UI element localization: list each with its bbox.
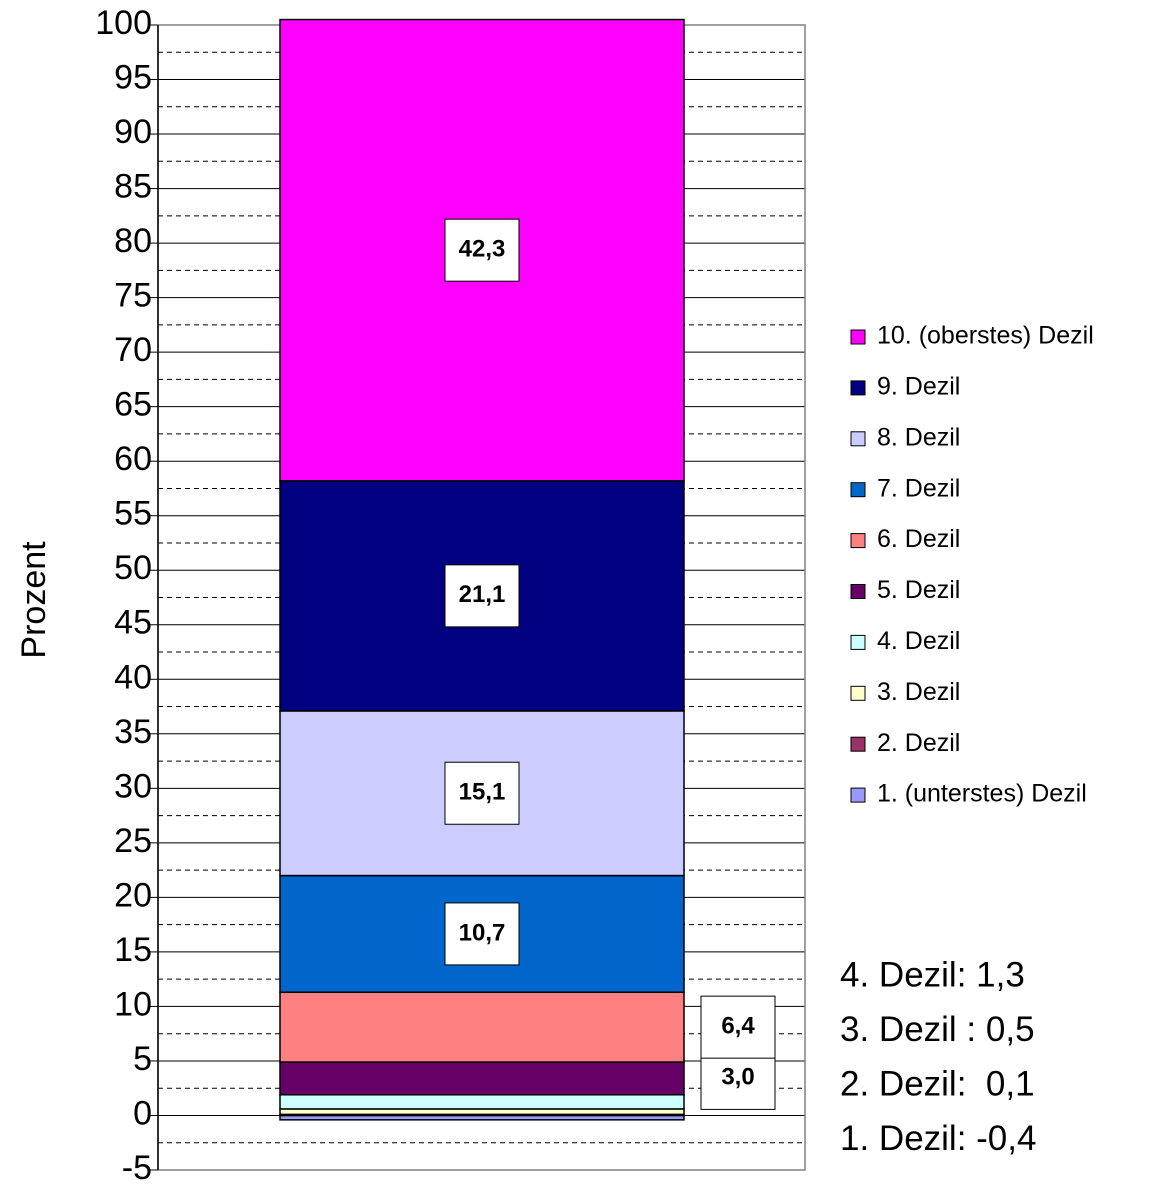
legend-swatch — [850, 329, 866, 345]
y-tick-label: 85 — [114, 168, 152, 206]
legend-label: 8. Dezil — [877, 423, 960, 451]
legend-label: 4. Dezil — [877, 627, 960, 655]
legend-swatch — [850, 482, 866, 498]
y-tick-label: 95 — [114, 59, 152, 97]
y-tick-label: 10 — [114, 985, 152, 1023]
y-tick-label: 90 — [114, 113, 152, 151]
annotation: 1. Dezil: -0,4 — [840, 1119, 1036, 1158]
y-tick-label: 50 — [114, 549, 152, 587]
y-tick-label: 70 — [114, 331, 152, 369]
y-tick-label: 60 — [114, 440, 152, 478]
data-label: 21,1 — [459, 581, 506, 608]
legend-label: 2. Dezil — [877, 729, 960, 757]
legend-label: 1. (unterstes) Dezil — [877, 780, 1087, 808]
y-axis-label: Prozent — [15, 541, 53, 659]
data-label: 3,0 — [721, 1064, 754, 1091]
y-tick-label: 55 — [114, 495, 152, 533]
legend-label: 6. Dezil — [877, 525, 960, 553]
annotation: 2. Dezil: 0,1 — [840, 1064, 1035, 1103]
y-tick-label: 5 — [133, 1040, 152, 1078]
bar-segment — [279, 991, 685, 1063]
data-label-box — [700, 995, 776, 1059]
y-tick-label: 100 — [95, 4, 152, 42]
y-tick-label: 20 — [114, 876, 152, 914]
legend-swatch — [850, 584, 866, 599]
annotation: 3. Dezil : 0,5 — [840, 1010, 1035, 1049]
y-tick-label: 15 — [114, 931, 152, 969]
bar-segment — [279, 1108, 685, 1116]
data-label: 10,7 — [459, 919, 506, 946]
legend-swatch — [850, 634, 866, 650]
legend-label: 3. Dezil — [877, 678, 960, 706]
annotation: 4. Dezil: 1,3 — [840, 955, 1025, 994]
legend-swatch — [850, 787, 866, 803]
legend-label: 5. Dezil — [877, 576, 960, 604]
y-tick-label: 25 — [114, 822, 152, 860]
y-tick-label: 40 — [114, 658, 152, 696]
bar-segment — [279, 1094, 685, 1110]
data-label-box — [444, 902, 520, 966]
legend-label: 9. Dezil — [877, 373, 960, 401]
data-label-box — [444, 218, 520, 282]
legend-swatch — [850, 533, 866, 549]
y-tick-label: 0 — [133, 1094, 152, 1132]
y-tick-label: -5 — [122, 1149, 152, 1187]
y-tick-label: 80 — [114, 222, 152, 260]
data-label: 15,1 — [459, 779, 506, 806]
legend-swatch — [850, 431, 866, 447]
y-tick-label: 30 — [114, 767, 152, 805]
data-label: 6,4 — [721, 1012, 755, 1039]
data-label-box — [444, 761, 520, 825]
data-label: 42,3 — [459, 236, 506, 263]
legend-label: 10. (oberstes) Dezil — [877, 322, 1094, 350]
legend-label: 7. Dezil — [877, 474, 960, 502]
y-tick-label: 45 — [114, 604, 152, 642]
data-label-box — [444, 564, 520, 628]
legend-swatch — [850, 685, 866, 701]
bar-segment — [279, 1061, 685, 1096]
y-tick-label: 35 — [114, 713, 152, 751]
y-tick-label: 75 — [114, 277, 152, 315]
y-tick-label: 65 — [114, 386, 152, 424]
legend-swatch — [850, 736, 866, 752]
legend-swatch — [850, 380, 866, 396]
